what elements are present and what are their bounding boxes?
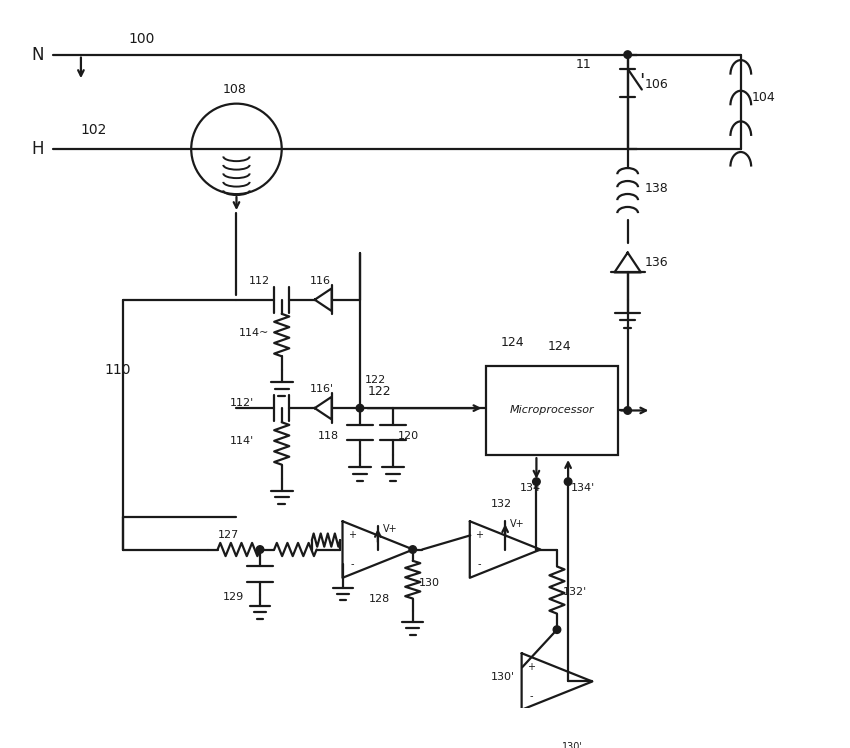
- Text: 118: 118: [318, 432, 338, 441]
- Text: 100: 100: [128, 31, 155, 46]
- Text: Microprocessor: Microprocessor: [510, 405, 594, 415]
- Text: +: +: [527, 662, 535, 672]
- Text: +: +: [348, 530, 356, 540]
- Circle shape: [409, 546, 416, 554]
- Text: ': ': [639, 72, 644, 91]
- Text: 134: 134: [519, 483, 541, 493]
- Text: 120: 120: [398, 432, 419, 441]
- Text: 128: 128: [368, 593, 389, 604]
- Text: 129: 129: [223, 592, 244, 601]
- Text: 110: 110: [105, 364, 131, 378]
- Text: H: H: [31, 140, 44, 158]
- Text: 136: 136: [644, 256, 668, 269]
- Text: 108: 108: [223, 83, 246, 96]
- Text: 112: 112: [249, 276, 269, 286]
- Text: 114': 114': [230, 436, 254, 446]
- Text: -: -: [530, 690, 533, 701]
- Text: 11: 11: [575, 58, 592, 70]
- Text: 124: 124: [547, 340, 571, 353]
- Text: 116': 116': [310, 384, 334, 394]
- Text: 106: 106: [644, 79, 668, 91]
- Text: 102: 102: [81, 123, 107, 137]
- Text: 114~: 114~: [240, 328, 269, 337]
- Text: 124: 124: [501, 336, 524, 349]
- Circle shape: [256, 546, 264, 554]
- Circle shape: [533, 478, 541, 485]
- Text: N: N: [31, 46, 44, 64]
- Text: 116: 116: [310, 276, 331, 286]
- Text: 138: 138: [644, 182, 668, 195]
- Text: 122: 122: [365, 375, 386, 384]
- Text: V+: V+: [382, 524, 397, 534]
- Text: +: +: [475, 530, 483, 540]
- Text: V+: V+: [510, 519, 524, 529]
- Text: 132': 132': [563, 587, 586, 597]
- Text: 132: 132: [491, 499, 512, 509]
- Text: 130': 130': [491, 672, 515, 681]
- Circle shape: [624, 407, 632, 414]
- Text: 127: 127: [218, 530, 239, 540]
- Text: 104: 104: [752, 91, 776, 103]
- FancyBboxPatch shape: [486, 366, 618, 456]
- Text: 130: 130: [418, 577, 439, 587]
- Text: 122: 122: [367, 384, 391, 398]
- Circle shape: [624, 51, 632, 58]
- Circle shape: [553, 626, 561, 634]
- Text: -: -: [350, 559, 354, 568]
- Circle shape: [356, 405, 364, 412]
- Text: 112': 112': [230, 399, 254, 408]
- Text: -: -: [478, 559, 481, 568]
- Text: 134': 134': [571, 483, 595, 493]
- Text: 130': 130': [562, 743, 582, 748]
- Circle shape: [564, 478, 572, 485]
